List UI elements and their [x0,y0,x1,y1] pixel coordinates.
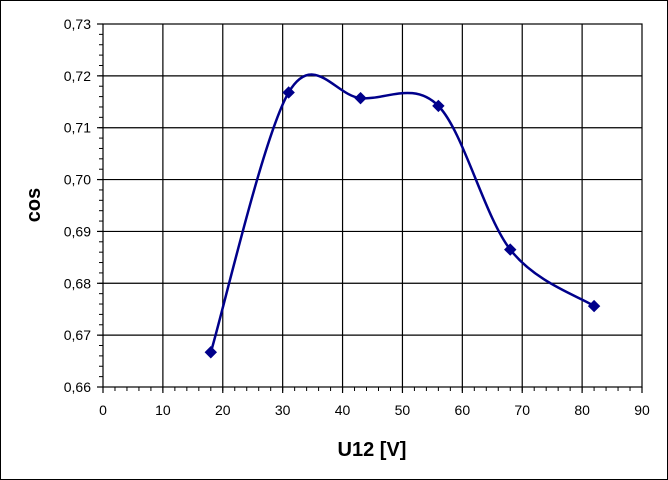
x-tick-label: 10 [155,402,171,418]
x-tick-label: 90 [634,402,650,418]
data-point [432,99,445,113]
x-tick-label: 20 [215,402,231,418]
grid [103,24,642,387]
y-tick-label: 0,72 [64,68,91,84]
data-point [354,91,367,105]
x-tick-label: 0 [99,402,107,418]
plot-border [102,23,643,388]
x-tick-label: 40 [335,402,351,418]
plot-area [103,24,642,387]
y-tick-label: 0,69 [64,223,91,239]
x-axis-title: U12 [V] [338,439,407,461]
minor-ticks [97,23,643,393]
x-tick-label: 50 [395,402,411,418]
y-tick-label: 0,73 [64,16,91,32]
y-tick-label: 0,66 [64,379,91,395]
x-tick-labels: 0 10 20 30 40 50 60 70 80 90 [99,402,650,418]
y-tick-label: 0,68 [64,275,91,291]
y-axis-title: cos [23,188,45,222]
x-tick-label: 30 [275,402,291,418]
x-tick-label: 70 [514,402,530,418]
x-tick-label: 80 [574,402,590,418]
y-tick-labels: 0,66 0,67 0,68 0,69 0,70 0,71 0,72 0,73 [64,16,91,395]
x-tick-label: 60 [455,402,471,418]
data-point [204,346,218,359]
series-layer [204,73,601,359]
y-tick-label: 0,70 [64,172,91,188]
data-point [587,299,601,313]
data-point [504,243,517,256]
y-tick-label: 0,67 [64,327,91,343]
y-tick-label: 0,71 [64,120,91,136]
data-point [282,86,295,99]
